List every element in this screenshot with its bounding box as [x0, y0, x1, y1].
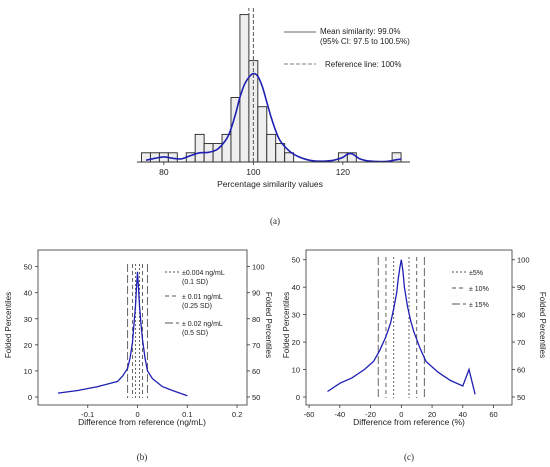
- density-curve: [145, 72, 402, 163]
- reference-annotation: Reference line: 100%: [325, 60, 402, 69]
- legend-label: ± 15%: [469, 302, 489, 309]
- y-tick-label-left: 0: [28, 393, 32, 402]
- histogram-bar: [275, 143, 286, 163]
- y-tick-label-right: 80: [517, 311, 525, 320]
- y-tick-label-right: 70: [252, 341, 260, 350]
- reference-lines: [377, 257, 425, 398]
- folded-percentile-curve: [327, 259, 476, 395]
- y-tick-label-left: 20: [292, 338, 300, 347]
- folded-percentile-curve: [57, 271, 188, 397]
- x-axis-label: Percentage similarity values: [217, 179, 323, 189]
- panel-label-a: (a): [270, 216, 280, 226]
- x-tick-label: 0.2: [232, 410, 242, 419]
- x-tick-label: 20: [428, 410, 436, 419]
- y-tick-label-right: 50: [517, 393, 525, 402]
- y-tick-label-left: 50: [292, 256, 300, 265]
- reference-lines: [127, 264, 148, 398]
- panel-c-mountain-plot: -60 -40 -20 0 20 40 60 0 50 10 60 20 70 30 80 40 90 50 10…: [282, 249, 547, 462]
- y-tick-label-right: 100: [252, 263, 265, 272]
- y-tick-label-right: 90: [517, 283, 525, 292]
- panel-label-c: (c): [404, 452, 414, 462]
- plot-frame: [305, 249, 513, 406]
- y-tick-label-left: 20: [24, 341, 32, 350]
- x-tick-label: -40: [334, 410, 345, 419]
- legend: ±5% ± 10% ± 15%: [452, 270, 489, 309]
- y-axis-label-right: Folded Percentiles: [538, 292, 547, 358]
- y-tick-label-right: 60: [517, 366, 525, 375]
- legend-label-detail: (0.5 SD): [182, 330, 208, 337]
- x-tick-label: 0: [135, 410, 139, 419]
- y-tick-label-left: 10: [24, 367, 32, 376]
- x-tick-label: -60: [304, 410, 315, 419]
- y-tick-label-right: 60: [252, 367, 260, 376]
- y-tick-label-left: 0: [296, 393, 300, 402]
- y-axis-label-left: Folded Percentiles: [4, 292, 13, 358]
- y-axis-ticks: 0 50 10 60 20 70 30 80 40 90 50 100: [292, 256, 530, 402]
- y-tick-label-right: 100: [517, 256, 530, 265]
- x-axis-ticks: -0.1 0 0.1 0.2: [81, 405, 242, 419]
- x-tick-label: 80: [159, 167, 169, 177]
- histogram-bar: [230, 97, 241, 163]
- legend-label: ±0.004 ng/mL: [182, 270, 225, 277]
- legend-label: ±5%: [469, 270, 483, 277]
- y-tick-label-left: 40: [24, 289, 32, 298]
- panel-label-b: (b): [137, 452, 148, 462]
- legend: ±0.004 ng/mL (0.1 SD) ± 0.01 ng/mL (0.25 SD…: [165, 270, 225, 337]
- y-tick-label-left: 50: [24, 263, 32, 272]
- x-tick-label: 0.1: [182, 410, 192, 419]
- y-tick-label-left: 30: [292, 311, 300, 320]
- legend-label: ± 10%: [469, 286, 489, 293]
- y-tick-label-right: 80: [252, 315, 260, 324]
- histogram-bar: [266, 133, 277, 163]
- y-tick-label-right: 50: [252, 393, 260, 402]
- x-tick-label: 0: [399, 410, 403, 419]
- histogram-bar: [257, 106, 268, 163]
- y-tick-label-right: 90: [252, 289, 260, 298]
- y-tick-label-left: 10: [292, 366, 300, 375]
- y-tick-label-left: 30: [24, 315, 32, 324]
- y-axis-ticks: 0 50 10 60 20 70 30 80 40 90 50 100: [24, 263, 265, 402]
- y-axis-label-right: Folded Percentiles: [264, 292, 273, 358]
- x-tick-label: -0.1: [81, 410, 94, 419]
- mean-annotation-line1: Mean similarity: 99.0%: [320, 27, 400, 36]
- panel-a-histogram: 80 100 120 Percentage similarity values Me…: [137, 8, 410, 226]
- x-tick-label: 60: [489, 410, 497, 419]
- x-axis-label: Difference from reference (ng/mL): [78, 417, 206, 427]
- panel-b-mountain-plot: -0.1 0 0.1 0.2 0 50 10 60 20 70 30 80 40 90 50 100 Dif…: [4, 249, 273, 462]
- legend-label-detail: (0.1 SD): [182, 279, 208, 286]
- x-tick-label: 120: [336, 167, 350, 177]
- histogram-bar: [141, 152, 151, 163]
- y-tick-label-left: 40: [292, 283, 300, 292]
- y-axis-label-left: Folded Percentiles: [282, 292, 291, 358]
- legend-label: ± 0.02 ng/mL: [182, 321, 223, 328]
- x-tick-label: 40: [459, 410, 467, 419]
- x-tick-label: -20: [365, 410, 376, 419]
- legend-label-detail: (0.25 SD): [182, 303, 212, 310]
- x-tick-label: 100: [246, 167, 260, 177]
- histogram-bar: [194, 133, 205, 163]
- x-axis-label: Difference from reference (%): [353, 417, 465, 427]
- x-axis-ticks: 80 100 120: [159, 162, 350, 177]
- legend-label: ± 0.01 ng/mL: [182, 294, 223, 301]
- plot-frame: [37, 249, 248, 406]
- x-axis-ticks: -60 -40 -20 0 20 40 60: [304, 405, 498, 419]
- y-tick-label-right: 70: [517, 338, 525, 347]
- mean-annotation-line2: (95% CI: 97.5 to 100.5%): [320, 37, 410, 46]
- histogram-bar: [239, 14, 250, 163]
